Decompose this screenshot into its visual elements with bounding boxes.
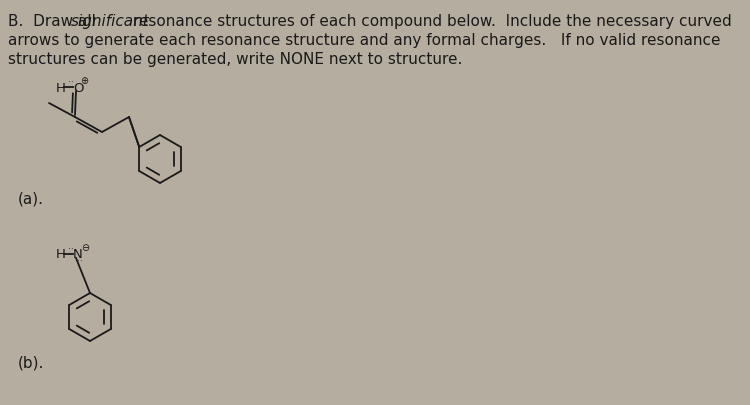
Text: significant: significant <box>71 14 150 29</box>
Text: ··: ·· <box>77 257 82 266</box>
Text: N: N <box>73 248 82 261</box>
Text: ··: ·· <box>68 245 74 254</box>
Text: (b).: (b). <box>18 355 44 370</box>
Text: H: H <box>56 81 66 94</box>
Text: B.  Draw all: B. Draw all <box>8 14 101 29</box>
Text: O: O <box>73 81 83 94</box>
Text: structures can be generated, write NONE next to structure.: structures can be generated, write NONE … <box>8 52 462 67</box>
Text: ⊖: ⊖ <box>81 243 89 252</box>
Text: resonance structures of each compound below.  Include the necessary curved: resonance structures of each compound be… <box>128 14 732 29</box>
Text: (a).: (a). <box>18 192 44 207</box>
Text: H: H <box>56 248 66 261</box>
Text: ⊕: ⊕ <box>80 76 88 86</box>
Text: arrows to generate each resonance structure and any formal charges.   If no vali: arrows to generate each resonance struct… <box>8 33 721 48</box>
Text: ··: ·· <box>68 78 74 87</box>
